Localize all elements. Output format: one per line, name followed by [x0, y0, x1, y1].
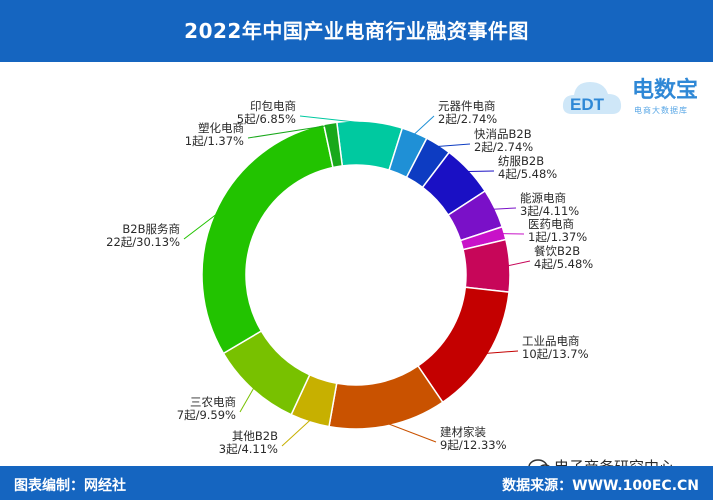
leader-line — [239, 387, 255, 413]
slice-value-label: 10起/13.7% — [522, 347, 589, 361]
leader-line — [281, 419, 311, 447]
slice-value-label: 22起/30.13% — [106, 235, 180, 249]
leader-line — [413, 115, 435, 135]
slice-value-label: 3起/4.11% — [219, 442, 278, 456]
footer-credit: 图表编制：网经社 — [14, 478, 126, 494]
logo-name: 电数宝 — [632, 78, 699, 103]
slice-value-label: 4起/5.48% — [498, 167, 557, 181]
slice-name-label: 塑化电商 — [198, 121, 244, 135]
leader-line — [486, 350, 519, 354]
leader-line — [299, 115, 370, 125]
slice-name-label: 医药电商 — [528, 217, 574, 231]
slice-name-label: 快消品B2B — [474, 127, 532, 141]
slice-name-label: 能源电商 — [520, 191, 566, 205]
slice-name-label: 建材家装 — [440, 425, 486, 439]
slice-value-label: 9起/12.33% — [440, 438, 507, 452]
slice-name-label: 餐饮B2B — [534, 244, 580, 258]
slice-value-label: 1起/1.37% — [528, 230, 587, 244]
slice-value-label: 7起/9.59% — [177, 408, 236, 422]
slice-value-label: 5起/6.85% — [237, 112, 296, 126]
slice-value-label: 4起/5.48% — [534, 257, 593, 271]
slice-name-label: 工业品电商 — [522, 334, 580, 348]
slice-value-label: 1起/1.37% — [185, 134, 244, 148]
logo-subtitle: 电商大数据库 — [634, 106, 688, 115]
slice-value-label: 2起/2.74% — [474, 140, 533, 154]
slice-value-label: 2起/2.74% — [438, 112, 497, 126]
slice-name-label: 三农电商 — [190, 395, 236, 409]
leader-line — [467, 170, 495, 173]
leader-line — [183, 213, 218, 240]
chart-header: 2022年中国产业电商行业融资事件图 — [0, 0, 713, 62]
slice-name-label: 印包电商 — [250, 99, 296, 113]
leader-line — [247, 124, 331, 139]
leader-line — [492, 207, 517, 210]
logo-mark: EDT — [570, 95, 605, 114]
leader-line — [387, 423, 437, 443]
slice-name-label: 纺服B2B — [498, 154, 544, 168]
slice-name-label: 元器件电商 — [438, 99, 496, 113]
slice-name-label: 其他B2B — [232, 429, 278, 443]
slice-name-label: B2B服务商 — [122, 222, 180, 236]
slice-value-label: 3起/4.11% — [520, 204, 579, 218]
leader-line — [437, 143, 471, 148]
chart-footer: 图表编制：网经社 数据来源：WWW.100EC.CN — [0, 466, 713, 500]
chart-title: 2022年中国产业电商行业融资事件图 — [184, 19, 529, 43]
donut-slice — [322, 121, 344, 169]
donut-slice — [462, 238, 511, 293]
edt-logo-icon: EDT — [562, 82, 622, 114]
footer-source: 数据来源：WWW.100EC.CN — [502, 478, 699, 494]
donut-slice — [201, 123, 334, 355]
leader-line — [507, 260, 531, 267]
